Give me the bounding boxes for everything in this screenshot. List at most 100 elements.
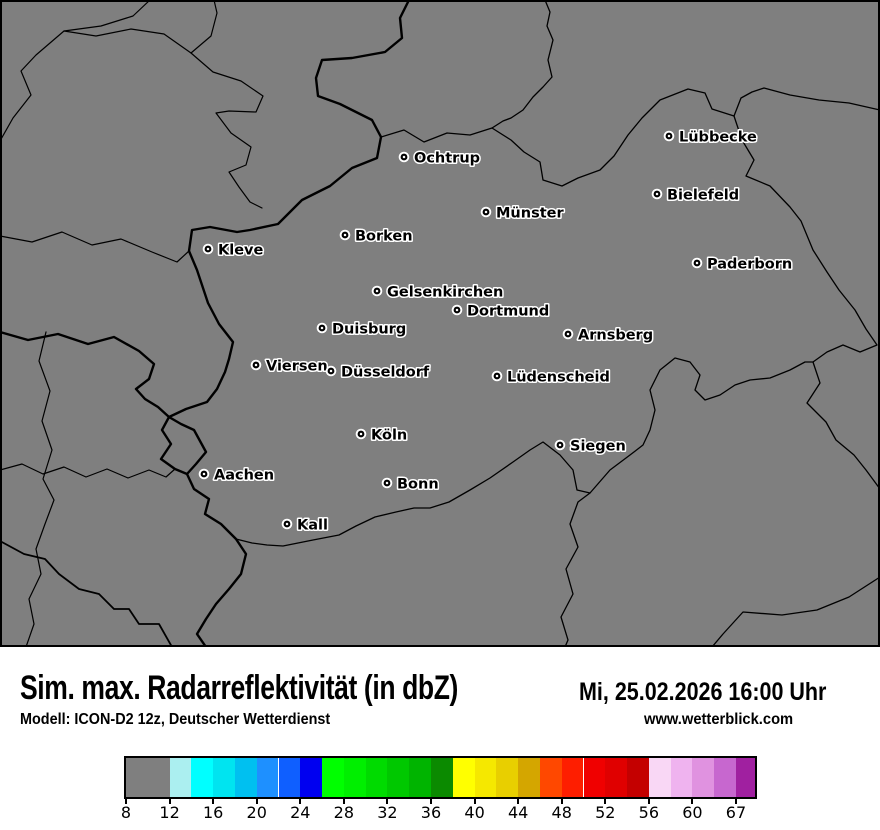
city-label: Borken	[355, 229, 413, 245]
city-marker-m-nster: Münster	[480, 204, 566, 223]
legend-segment	[191, 758, 214, 797]
city-dot	[202, 472, 206, 476]
city-label: Bonn	[397, 477, 439, 493]
city-marker-dortmund: Dortmund	[451, 302, 551, 321]
city-dot	[320, 326, 324, 330]
city-dot	[667, 134, 671, 138]
city-dot	[695, 261, 699, 265]
city-dot	[359, 432, 363, 436]
legend-tick	[647, 797, 650, 804]
city-marker-kleve: Kleve	[202, 241, 265, 260]
legend-segment	[496, 758, 519, 797]
legend-tick	[168, 797, 171, 804]
border-path	[491, 0, 554, 129]
city-dot	[285, 522, 289, 526]
legend-tick-label: 40	[464, 803, 485, 822]
city-label: Gelsenkirchen	[387, 285, 503, 301]
city-layer: Lübbecke Ochtrup Bielefeld Münster Borken Kle…	[198, 128, 794, 535]
legend-tick-label: 32	[377, 803, 398, 822]
legend-tick	[604, 797, 607, 804]
city-marker-duisburg: Duisburg	[316, 320, 408, 339]
legend-tick-label: 36	[420, 803, 442, 822]
map-area: Lübbecke Ochtrup Bielefeld Münster Borken Kle…	[0, 0, 880, 647]
city-label: Münster	[496, 206, 564, 222]
city-dot	[343, 233, 347, 237]
legend-tick-label: 48	[551, 803, 572, 822]
legend-segment	[256, 758, 279, 797]
city-marker-paderborn: Paderborn	[691, 255, 794, 274]
legend-segment	[322, 758, 344, 797]
border-path	[380, 87, 880, 187]
city-marker-siegen: Siegen	[554, 437, 627, 456]
city-label: Kall	[297, 518, 328, 534]
legend-segment	[365, 758, 388, 797]
border-path	[167, 0, 411, 476]
city-marker-arnsberg: Arnsberg	[562, 326, 655, 345]
legend-tick	[212, 797, 215, 804]
legend-tick-label: 44	[507, 803, 529, 822]
city-marker-borken: Borken	[339, 227, 414, 246]
city-label: Köln	[371, 428, 407, 444]
border-path	[185, 472, 248, 647]
city-label: Duisburg	[332, 322, 406, 338]
legend-segment	[627, 758, 649, 797]
city-marker-viersen: Viersen	[250, 357, 329, 376]
legend-tick	[342, 797, 345, 804]
city-marker-ochtrup: Ochtrup	[398, 149, 482, 168]
legend-tick-label: 16	[202, 803, 224, 822]
legend-segment	[343, 758, 366, 797]
legend-segment	[474, 758, 497, 797]
city-dot	[455, 308, 459, 312]
legend-segment	[169, 758, 192, 797]
legend-tick	[560, 797, 563, 804]
legend-segment	[670, 758, 693, 797]
city-label: Lüdenscheid	[507, 370, 610, 386]
city-label: Arnsberg	[578, 328, 653, 344]
border-path	[733, 115, 880, 490]
legend-segment	[561, 758, 584, 797]
city-dot	[655, 192, 659, 196]
valid-datetime: Mi, 25.02.2026 16:00 Uhr	[579, 678, 827, 706]
legend-tick	[734, 797, 737, 804]
border-path	[711, 576, 880, 647]
city-label: Aachen	[214, 468, 274, 484]
legend-tick	[386, 797, 389, 804]
city-dot	[495, 374, 499, 378]
city-label: Dortmund	[467, 304, 549, 320]
legend-segment	[431, 758, 453, 797]
city-marker-d-sseldorf: Düsseldorf	[325, 363, 431, 382]
legend-segment	[300, 758, 323, 797]
city-marker-l-bbecke: Lübbecke	[663, 128, 759, 147]
color-scale-bar	[124, 756, 757, 799]
legend-tick	[125, 797, 127, 804]
city-marker-bonn: Bonn	[381, 475, 440, 494]
legend-segment	[213, 758, 235, 797]
city-marker-gelsenkirchen: Gelsenkirchen	[371, 283, 505, 302]
city-dot	[402, 155, 406, 159]
legend-segment	[518, 758, 540, 797]
border-path	[560, 492, 591, 647]
city-label: Siegen	[570, 439, 626, 455]
legend-tick-label: 12	[159, 803, 180, 822]
city-dot	[558, 443, 562, 447]
legend-tick	[255, 797, 258, 804]
city-label: Kleve	[218, 243, 263, 259]
state-borders	[235, 0, 880, 647]
city-marker-k-ln: Köln	[355, 426, 409, 445]
page-title: Sim. max. Radarreflektivität (in dbZ)	[20, 669, 458, 707]
legend-segment	[605, 758, 628, 797]
city-marker-aachen: Aachen	[198, 466, 276, 485]
legend-segment	[234, 758, 257, 797]
city-label: Paderborn	[707, 257, 792, 273]
legend-tick-label: 28	[333, 803, 355, 822]
legend-tick	[299, 797, 302, 804]
legend-segment	[126, 758, 170, 797]
border-path	[190, 52, 264, 209]
city-marker-kall: Kall	[281, 516, 329, 535]
border-path	[0, 231, 190, 263]
legend-tick-label: 60	[682, 803, 703, 822]
city-label: Bielefeld	[667, 188, 739, 204]
province-borders	[0, 0, 264, 647]
model-info: Modell: ICON-D2 12z, Deutscher Wetterdie…	[20, 711, 331, 728]
